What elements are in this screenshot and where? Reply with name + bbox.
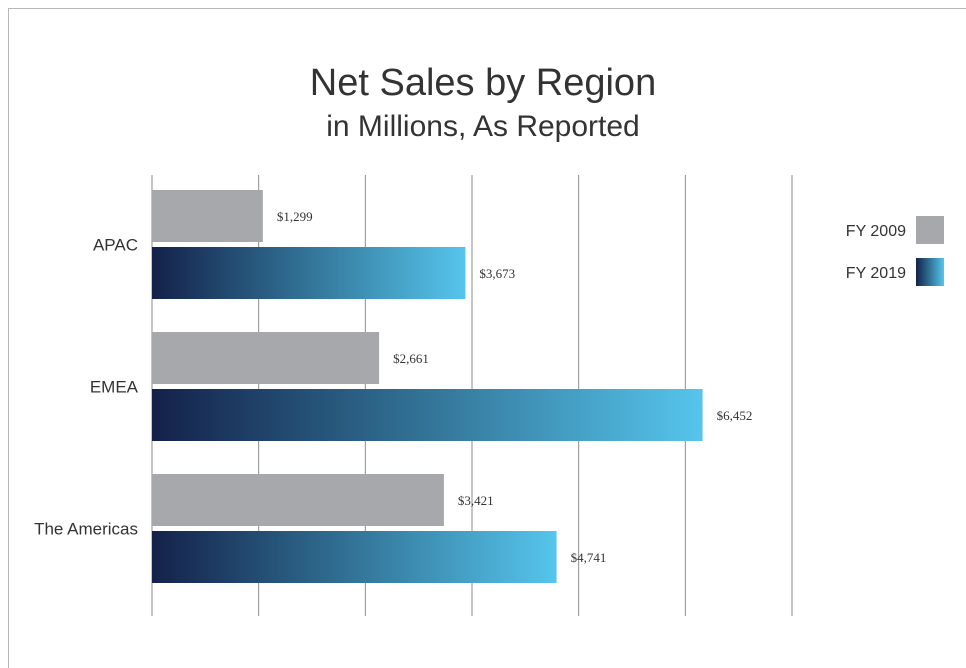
data-label: $6,452 — [717, 408, 753, 423]
chart-title: Net Sales by Region — [309, 62, 657, 104]
data-label: $3,673 — [479, 266, 515, 281]
bar-fy2009-apac — [152, 190, 263, 242]
chart-subtitle: in Millions, As Reported — [326, 110, 640, 143]
data-label: $1,299 — [277, 209, 313, 224]
legend-swatch — [916, 258, 944, 286]
bar-fy2019-emea — [152, 389, 703, 441]
legend-swatch — [916, 216, 944, 244]
category-label: APAC — [93, 236, 138, 255]
bar-fy2009-emea — [152, 332, 380, 384]
data-label: $3,421 — [458, 493, 494, 508]
legend-label: FY 2009 — [846, 223, 906, 240]
category-label: The Americas — [34, 520, 138, 539]
bar-fy2009-the-americas — [152, 474, 444, 526]
bar-fy2019-the-americas — [152, 531, 557, 583]
legend-label: FY 2019 — [846, 265, 906, 282]
category-label: EMEA — [90, 378, 139, 397]
data-label: $4,741 — [571, 550, 607, 565]
bar-fy2019-apac — [152, 247, 466, 299]
data-label: $2,661 — [393, 351, 429, 366]
